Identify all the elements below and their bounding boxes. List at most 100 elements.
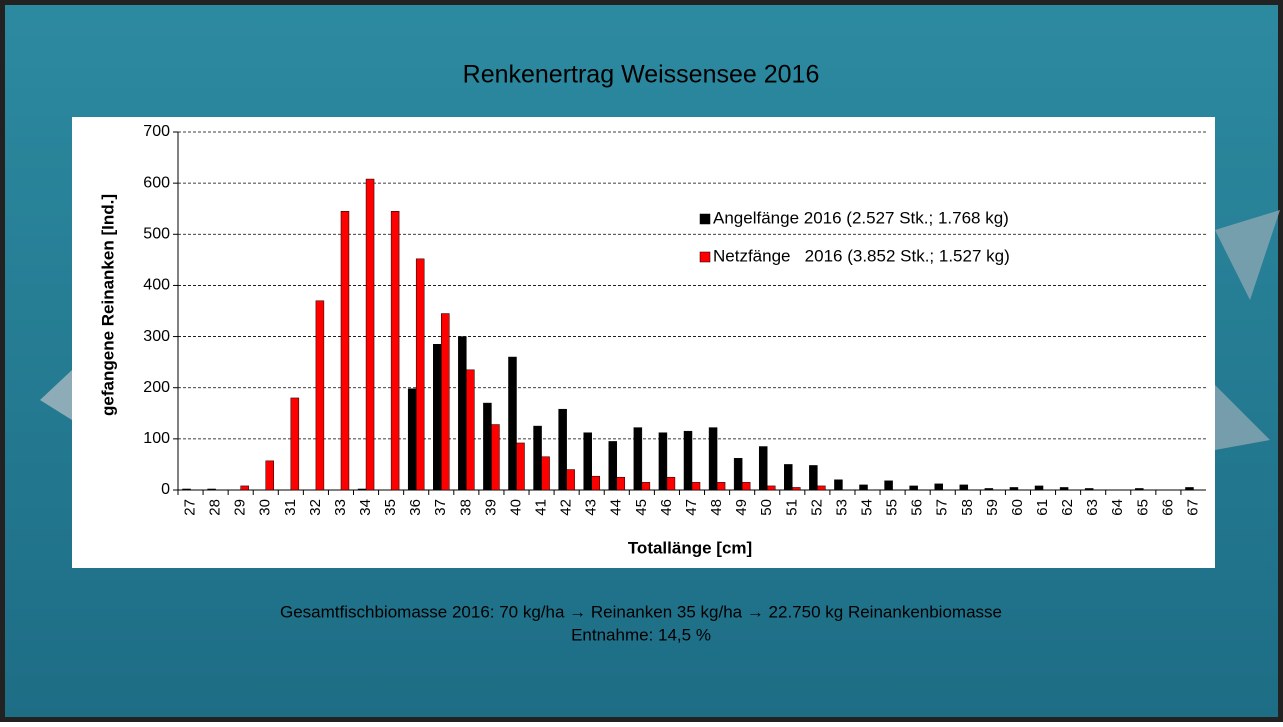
legend-label: Angelfänge 2016 (2.527 Stk.; 1.768 kg) — [713, 208, 1009, 227]
bar — [809, 465, 818, 491]
x-tick-label: 64 — [1109, 499, 1126, 516]
x-tick-label: 63 — [1084, 499, 1101, 516]
bar — [1034, 485, 1044, 491]
bar — [616, 476, 626, 491]
legend-swatch — [699, 213, 711, 225]
bar — [691, 482, 701, 491]
y-tick-label: 400 — [143, 277, 170, 294]
decoration — [1215, 385, 1270, 450]
bar — [365, 178, 375, 491]
footer-line: Entnahme: 14,5 % — [571, 625, 711, 644]
bar — [415, 258, 425, 491]
x-tick-label: 54 — [858, 499, 875, 516]
decoration — [1215, 210, 1280, 300]
bar — [792, 487, 801, 491]
x-tick-label: 52 — [808, 499, 825, 516]
bar — [909, 485, 918, 491]
x-tick-label: 62 — [1059, 499, 1076, 516]
y-tick-label: 300 — [143, 328, 170, 345]
x-tick-label: 55 — [884, 499, 901, 516]
y-tick-label: 200 — [143, 379, 170, 396]
bar — [516, 442, 525, 491]
bar — [508, 356, 517, 491]
y-tick-label: 700 — [143, 123, 170, 140]
x-tick-label: 29 — [232, 499, 249, 516]
bar — [583, 432, 592, 491]
bar — [741, 482, 751, 491]
x-tick-label: 49 — [733, 499, 750, 516]
bar — [683, 430, 693, 491]
x-tick-label: 27 — [182, 499, 199, 516]
bar — [407, 388, 417, 491]
legend-swatch — [699, 251, 711, 263]
bar — [466, 369, 475, 491]
x-tick-label: 53 — [833, 499, 850, 516]
bar — [340, 211, 350, 491]
bar — [182, 488, 191, 491]
bar — [533, 425, 542, 491]
bar — [458, 336, 467, 491]
bar — [959, 484, 969, 491]
y-tick-label: 100 — [143, 430, 170, 447]
bar — [1009, 487, 1019, 491]
x-tick-label: 41 — [533, 499, 550, 516]
bar — [566, 469, 575, 491]
bar — [784, 464, 793, 491]
x-tick-label: 57 — [934, 499, 951, 516]
bar — [390, 211, 400, 491]
bar — [1059, 487, 1069, 491]
x-tick-label: 50 — [758, 499, 775, 516]
bar — [207, 488, 216, 491]
x-tick-label: 58 — [959, 499, 976, 516]
bar — [357, 488, 367, 491]
bar — [1185, 487, 1194, 491]
bar — [558, 408, 567, 491]
bar — [290, 397, 300, 491]
footer-line: Gesamtfischbiomasse 2016: 70 kg/ha → Rei… — [280, 602, 1002, 621]
y-tick-label: 0 — [161, 481, 170, 498]
x-tick-label: 33 — [332, 499, 349, 516]
bar — [441, 313, 450, 491]
x-tick-label: 46 — [658, 499, 675, 516]
x-tick-label: 36 — [407, 499, 424, 516]
bar — [1084, 488, 1094, 491]
bar — [884, 480, 893, 491]
legend-label: Netzfänge 2016 (3.852 Stk.; 1.527 kg) — [713, 246, 1010, 265]
x-axis-label: Totallänge [cm] — [628, 538, 752, 557]
chart-area — [72, 117, 1215, 568]
bar — [658, 432, 668, 491]
bar — [733, 458, 743, 491]
bar — [483, 402, 492, 491]
x-tick-label: 66 — [1159, 499, 1176, 516]
bar — [666, 476, 676, 491]
bar — [716, 482, 726, 491]
bar — [491, 424, 500, 491]
bar — [315, 300, 325, 491]
bar — [265, 460, 275, 491]
x-tick-label: 51 — [783, 499, 800, 516]
bar — [758, 446, 768, 491]
chart: 0 100 200 300 400 500 600 700 27 28 29 30 31 32 33 34 35… — [143, 123, 1206, 516]
x-tick-label: 37 — [432, 499, 449, 516]
x-tick-label: 32 — [307, 499, 324, 516]
y-tick-label: 600 — [143, 174, 170, 191]
bar — [1135, 488, 1144, 491]
x-tick-label: 30 — [257, 499, 274, 516]
x-tick-label: 59 — [984, 499, 1001, 516]
x-tick-label: 48 — [708, 499, 725, 516]
x-tick-label: 28 — [207, 499, 224, 516]
bar — [541, 456, 550, 491]
x-tick-label: 65 — [1134, 499, 1151, 516]
decoration — [40, 370, 72, 420]
x-tick-label: 39 — [482, 499, 499, 516]
x-tick-label: 38 — [457, 499, 474, 516]
x-tick-label: 56 — [909, 499, 926, 516]
chart-title: Renkenertrag Weissensee 2016 — [463, 61, 820, 89]
bar — [708, 427, 718, 491]
bar — [834, 479, 843, 491]
bar — [766, 485, 776, 491]
bar — [984, 488, 994, 491]
x-tick-label: 34 — [357, 499, 374, 516]
x-tick-label: 47 — [683, 499, 700, 516]
